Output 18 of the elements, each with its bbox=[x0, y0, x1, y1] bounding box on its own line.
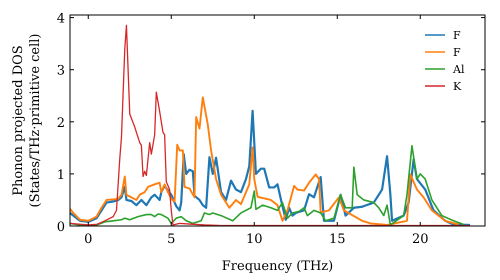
x-tick-label: 5 bbox=[167, 232, 176, 247]
x-axis-title: Frequency (THz) bbox=[222, 259, 334, 274]
y-tick-label: 1 bbox=[56, 168, 65, 183]
x-tick-label: 20 bbox=[412, 232, 429, 247]
legend-label: Al bbox=[452, 63, 465, 76]
line-series bbox=[70, 24, 471, 226]
legend-label: F bbox=[453, 46, 461, 59]
x-tick-label: 15 bbox=[328, 232, 346, 247]
y-tick-label: 4 bbox=[56, 12, 65, 27]
y-tick-label: 0 bbox=[56, 220, 65, 235]
x-tick-label: 0 bbox=[84, 232, 92, 247]
y-tick-label: 2 bbox=[56, 116, 65, 131]
legend-label: F bbox=[453, 29, 461, 42]
y-axis-title: Phonon projected DOS (States/THz·primitive cell) bbox=[11, 33, 43, 208]
line-series bbox=[70, 144, 464, 226]
legend-label: K bbox=[453, 80, 462, 93]
x-tick-label: 10 bbox=[246, 232, 263, 247]
y-tick-label: 3 bbox=[56, 64, 65, 79]
